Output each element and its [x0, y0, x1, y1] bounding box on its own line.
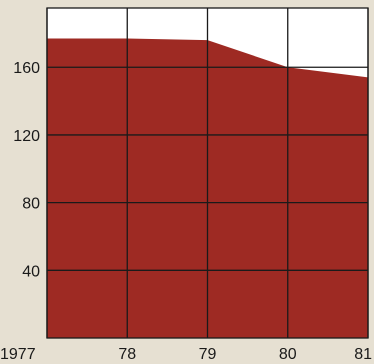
x-tick-label: 79 — [199, 346, 217, 363]
y-tick-label: 80 — [22, 196, 40, 213]
y-tick-label: 160 — [13, 60, 40, 77]
y-axis-ticks: 40 80 120 160 — [13, 60, 40, 280]
x-tick-label: 80 — [279, 346, 297, 363]
y-tick-label: 120 — [13, 128, 40, 145]
x-axis-ticks: 1977 78 79 80 81 — [0, 346, 372, 363]
x-tick-label: 78 — [118, 346, 136, 363]
y-tick-label: 40 — [22, 263, 40, 280]
plot-frame — [46, 7, 369, 339]
x-tick-label: 81 — [354, 346, 372, 363]
x-tick-label: 1977 — [0, 346, 36, 363]
